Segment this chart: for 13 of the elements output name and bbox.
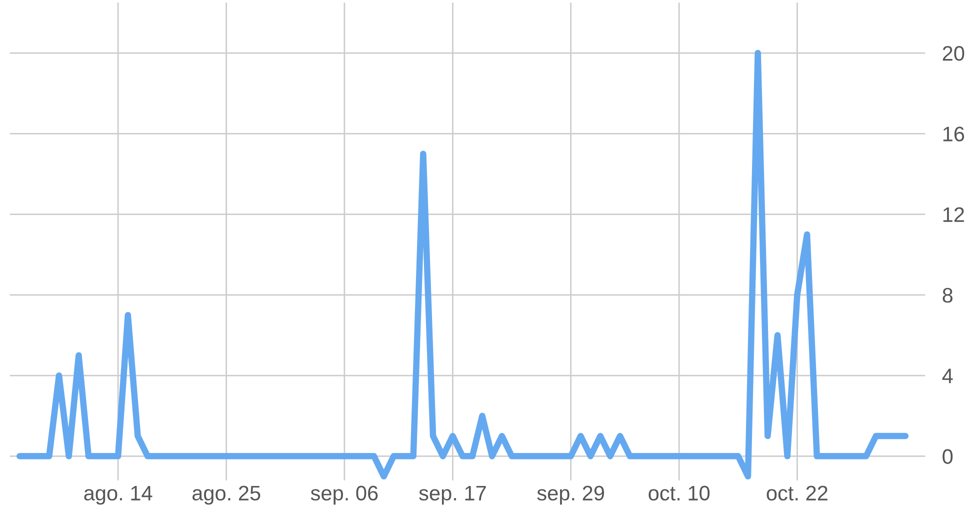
y-tick-label: 4 — [942, 368, 953, 384]
x-tick-label: ago. 25 — [192, 486, 260, 505]
x-tick-label: sep. 17 — [419, 486, 486, 505]
x-tick-label: ago. 14 — [84, 486, 152, 505]
x-tick-label: oct. 10 — [648, 486, 710, 501]
y-tick-label: 8 — [942, 288, 952, 303]
y-tick-label: 20 — [942, 46, 964, 61]
x-tick-label: sep. 29 — [537, 486, 604, 505]
y-tick-label: 0 — [942, 449, 953, 464]
y-tick-label: 12 — [943, 207, 964, 222]
x-tick-label: sep. 06 — [310, 486, 378, 505]
y-tick-label: 16 — [943, 126, 964, 142]
x-tick-label: oct. 22 — [766, 486, 828, 501]
